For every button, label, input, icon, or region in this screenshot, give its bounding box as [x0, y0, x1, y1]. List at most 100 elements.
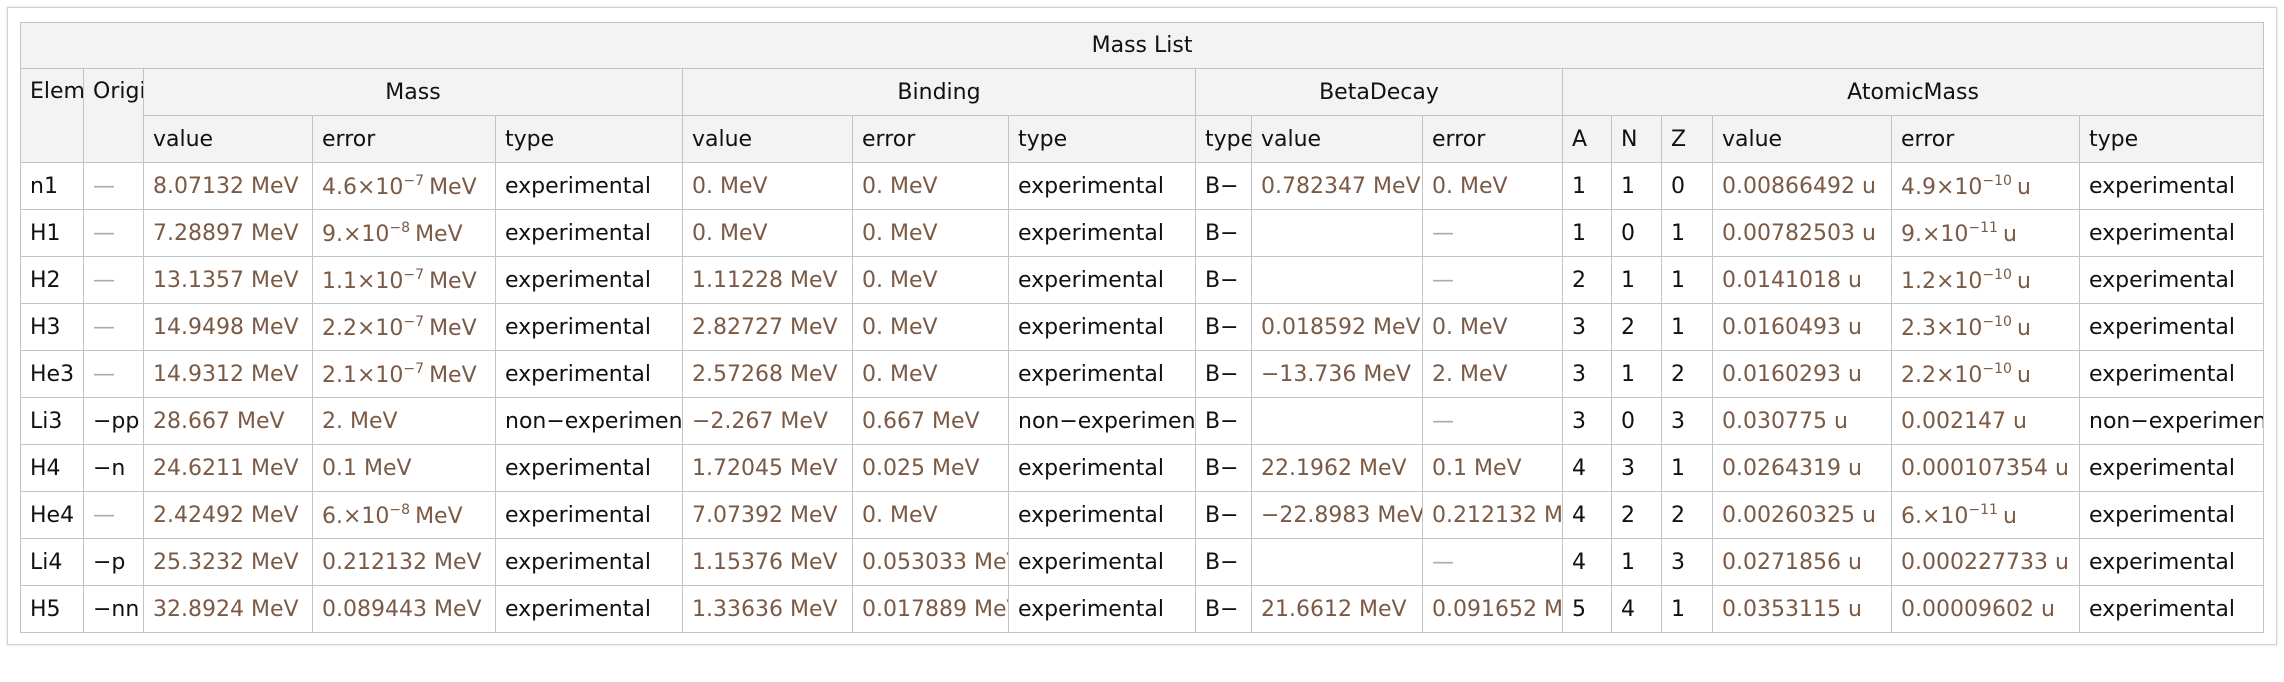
- table-cell: 1: [1562, 209, 1612, 257]
- table-cell: H1: [20, 209, 84, 257]
- table-cell: 0.030775 u: [1712, 397, 1892, 445]
- table-cell: experimental: [1008, 350, 1196, 398]
- table-cell: 3: [1562, 350, 1612, 398]
- exponent: −8: [389, 501, 411, 518]
- column-header: error: [312, 115, 496, 163]
- table-cell: 2.2×10−10 u: [1891, 350, 2080, 398]
- group-header: Origin: [83, 68, 144, 163]
- exponent: −10: [1982, 360, 2012, 377]
- table-cell: experimental: [1008, 209, 1196, 257]
- table-row: He3—14.9312 MeV 2.1×10−7 MeV experimental 2.…: [20, 350, 2265, 398]
- table-cell: experimental: [495, 585, 683, 633]
- exponent: −7: [403, 172, 425, 189]
- table-cell: [1251, 538, 1423, 586]
- table-cell: B−: [1195, 209, 1252, 257]
- table-cell: 4: [1562, 491, 1612, 539]
- table-cell: 0.053033 MeV: [852, 538, 1009, 586]
- table-cell: 1: [1661, 209, 1713, 257]
- table-cell: −22.8983 MeV: [1251, 491, 1423, 539]
- table-cell: experimental: [2078, 350, 2265, 398]
- table-cell: —: [83, 162, 144, 210]
- table-cell: He4: [20, 491, 84, 539]
- table-cell: B−: [1195, 256, 1252, 304]
- table-cell: 4: [1562, 444, 1612, 492]
- column-header: type: [1195, 115, 1252, 163]
- table-cell: 0.0353115 u: [1712, 585, 1892, 633]
- group-header: AtomicMass: [1561, 68, 2265, 116]
- table-cell: 32.8924 MeV: [143, 585, 313, 633]
- table-cell: 1: [1611, 538, 1662, 586]
- table-cell: —: [83, 491, 144, 539]
- table-cell: 0.00782503 u: [1712, 209, 1892, 257]
- table-cell: 0.000107354 u: [1891, 444, 2080, 492]
- table-cell: 1: [1611, 256, 1662, 304]
- table-cell: 9.×10−8 MeV: [312, 209, 496, 257]
- table-cell: B−: [1195, 303, 1252, 351]
- table-cell: 0.0160293 u: [1712, 350, 1892, 398]
- table-cell: 1: [1562, 162, 1612, 210]
- table-cell: 8.07132 MeV: [143, 162, 313, 210]
- table-cell: experimental: [495, 491, 683, 539]
- unit: MeV: [429, 268, 477, 294]
- table-cell: 4.6×10−7 MeV: [312, 162, 496, 210]
- table-cell: 0.025 MeV: [852, 444, 1009, 492]
- table-cell: 0.018592 MeV: [1251, 303, 1423, 351]
- table-cell: 0.1 MeV: [312, 444, 496, 492]
- table-cell: 3: [1562, 303, 1612, 351]
- table-cell: −13.736 MeV: [1251, 350, 1423, 398]
- table-cell: 2: [1611, 303, 1662, 351]
- exponent: −7: [403, 313, 425, 330]
- exponent: −8: [389, 219, 411, 236]
- table-cell: 2: [1562, 256, 1612, 304]
- table-cell: 0.000227733 u: [1891, 538, 2080, 586]
- column-header: type: [495, 115, 683, 163]
- table-cell: −p: [83, 538, 144, 586]
- mantissa: 1.2×10: [1901, 268, 1983, 294]
- table-cell: 0. MeV: [1422, 162, 1563, 210]
- unit: u: [2002, 221, 2017, 247]
- column-header: value: [143, 115, 313, 163]
- table-cell: experimental: [2078, 538, 2265, 586]
- table-cell: 0.002147 u: [1891, 397, 2080, 445]
- table-cell: −2.267 MeV: [682, 397, 853, 445]
- unit: u: [2016, 362, 2031, 388]
- table-cell: 1.2×10−10 u: [1891, 256, 2080, 304]
- table-cell: 0: [1661, 162, 1713, 210]
- group-header: Binding: [682, 68, 1196, 116]
- exponent: −10: [1982, 266, 2012, 283]
- table-cell: [1251, 256, 1423, 304]
- unit: MeV: [429, 362, 477, 388]
- mantissa: 4.9×10: [1901, 174, 1983, 200]
- table-cell: experimental: [495, 444, 683, 492]
- column-header: error: [1422, 115, 1563, 163]
- table-cell: 0. MeV: [852, 303, 1009, 351]
- table-cell: experimental: [1008, 256, 1196, 304]
- mantissa: 4.6×10: [322, 174, 404, 200]
- table-cell: B−: [1195, 162, 1252, 210]
- table-cell: 28.667 MeV: [143, 397, 313, 445]
- table-cell: 14.9498 MeV: [143, 303, 313, 351]
- table-cell: 4.9×10−10 u: [1891, 162, 2080, 210]
- table-cell: experimental: [1008, 491, 1196, 539]
- unit: u: [2002, 503, 2017, 529]
- table-cell: 0.00009602 u: [1891, 585, 2080, 633]
- table-cell: 25.3232 MeV: [143, 538, 313, 586]
- table-cell: B−: [1195, 350, 1252, 398]
- unit: MeV: [429, 315, 477, 341]
- table-cell: 0.782347 MeV: [1251, 162, 1423, 210]
- table-cell: 14.9312 MeV: [143, 350, 313, 398]
- table-cell: [1251, 397, 1423, 445]
- table-cell: He3: [20, 350, 84, 398]
- unit: MeV: [415, 221, 463, 247]
- table-cell: 2: [1611, 491, 1662, 539]
- table-cell: 1.15376 MeV: [682, 538, 853, 586]
- table-cell: 0.667 MeV: [852, 397, 1009, 445]
- table-cell: —: [1422, 256, 1563, 304]
- table-cell: non−experimental: [1008, 397, 1196, 445]
- table-cell: 21.6612 MeV: [1251, 585, 1423, 633]
- table-cell: —: [1422, 397, 1563, 445]
- column-header: value: [682, 115, 853, 163]
- column-header: value: [1712, 115, 1892, 163]
